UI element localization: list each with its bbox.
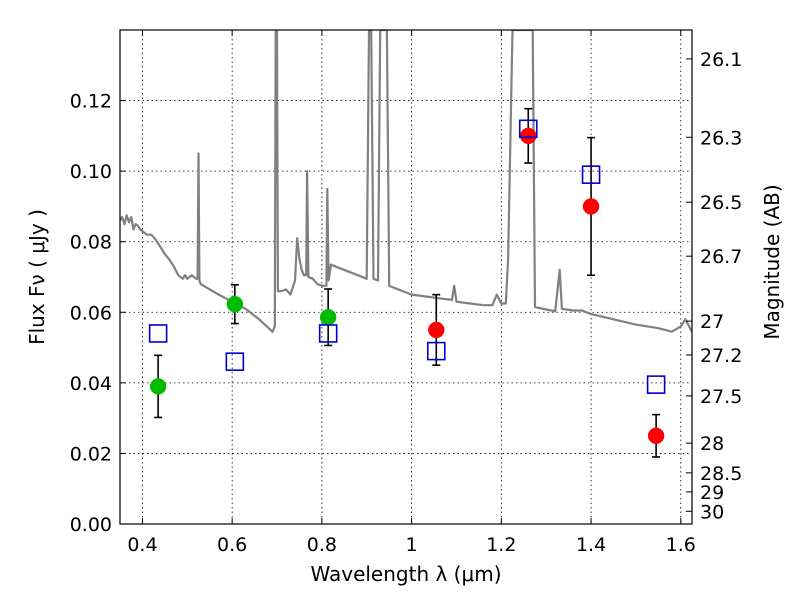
y-tick-label: 0.04 <box>70 373 112 395</box>
photometry-point-green <box>149 378 167 395</box>
y-axis-label: Flux Fν ( μJy ) <box>25 209 49 345</box>
data-marks-layer <box>148 107 666 458</box>
photometry-square-blue <box>318 324 338 343</box>
y2-tick-label: 28 <box>700 433 724 455</box>
y-tick-label: 0.12 <box>70 91 112 113</box>
x-tick-label: 0.4 <box>127 534 157 556</box>
y-tick-label: 0.02 <box>70 443 112 465</box>
model-spectrum-layer <box>120 30 692 333</box>
photometry-point-red <box>428 321 445 339</box>
y-tick-label: 0.08 <box>70 232 112 254</box>
photometry-square-blue <box>646 375 666 394</box>
photometry-point-green <box>319 308 337 326</box>
photometry-square-blue <box>581 165 601 184</box>
plot-frame <box>119 29 693 525</box>
photometry-point-red <box>520 127 537 145</box>
x-axis-label: Wavelength λ (μm) <box>310 562 501 586</box>
y2-tick-label: 26.7 <box>700 246 742 268</box>
y-tick-label: 0.10 <box>70 161 112 183</box>
x-tick-label: 1.6 <box>666 534 696 556</box>
y2-tick-label: 29 <box>700 482 724 504</box>
photometry-square-blue <box>225 352 245 371</box>
photometry-point-green <box>226 295 244 313</box>
y2-tick-label: 30 <box>700 501 724 523</box>
y2-tick-label: 26.3 <box>700 127 742 149</box>
x-tick-label: 1 <box>406 534 418 556</box>
axis-ticks: 0.4 0.6 0.8 1 1.2 1.4 1.6 0.00 0.02 0.04 0.06 0.08 0… <box>70 30 742 556</box>
y-tick-label: 0.06 <box>70 302 112 324</box>
y2-tick-label: 28.5 <box>700 463 742 485</box>
x-tick-label: 1.4 <box>576 534 606 556</box>
y2-tick-label: 27.2 <box>700 345 742 367</box>
x-tick-label: 0.8 <box>307 534 337 556</box>
photometry-square-blue <box>148 324 168 343</box>
photometry-square-blue <box>518 119 538 139</box>
model-spectrum-line <box>120 30 692 333</box>
x-tick-label: 0.6 <box>217 534 247 556</box>
y2-tick-label: 27 <box>700 311 724 333</box>
photometry-square-blue <box>426 341 446 361</box>
x-tick-label: 1.2 <box>486 534 516 556</box>
y2-tick-label: 26.5 <box>700 192 742 214</box>
y-tick-label: 0.00 <box>70 514 112 536</box>
y2-tick-label: 26.1 <box>700 49 742 71</box>
photometry-point-red <box>582 198 600 215</box>
photometry-point-red <box>647 427 665 445</box>
y2-tick-label: 27.5 <box>700 386 742 408</box>
y2-axis-label: Magnitude (AB) <box>760 184 784 339</box>
